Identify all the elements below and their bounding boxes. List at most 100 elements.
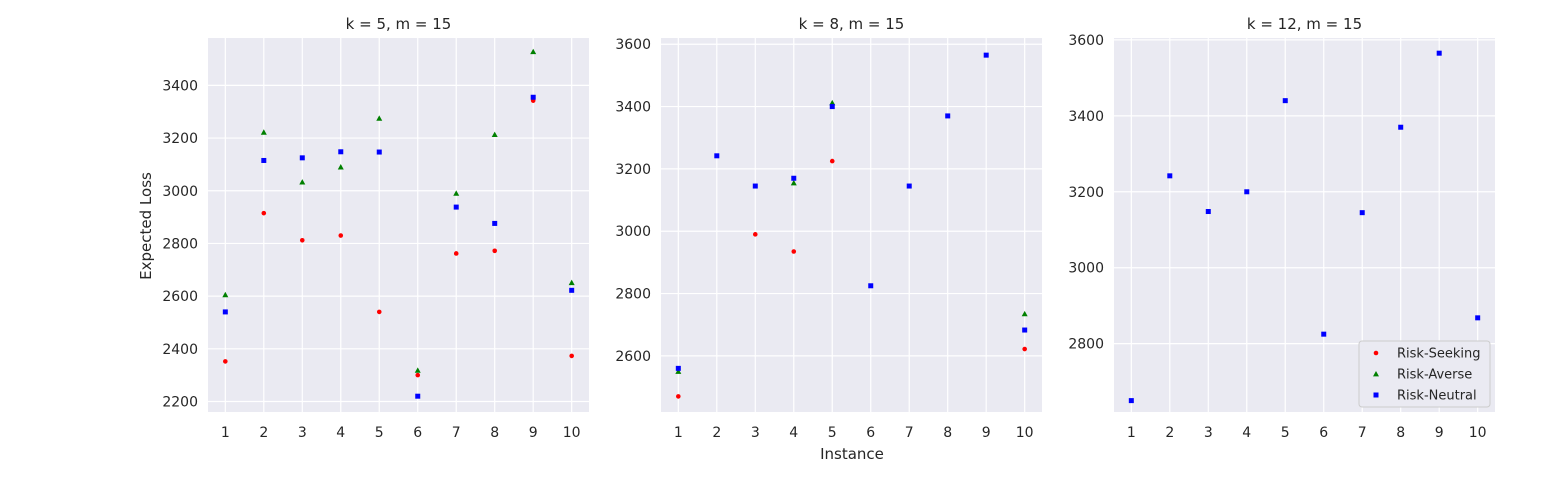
x-tick-label: 3 [298, 425, 307, 441]
legend-marker [1373, 371, 1379, 377]
data-point [415, 393, 421, 399]
data-point [752, 183, 758, 189]
data-point [1167, 173, 1173, 179]
data-point [829, 104, 835, 110]
legend-label: Risk-Averse [1397, 368, 1472, 383]
data-point [829, 99, 836, 106]
data-point [791, 175, 797, 181]
data-point [752, 232, 758, 237]
y-tick-label: 3400 [615, 100, 651, 116]
data-point [1022, 327, 1028, 333]
x-tick-label: 2 [259, 425, 268, 441]
y-tick-label: 2400 [162, 342, 198, 358]
series-risk-neutral [1128, 50, 1481, 404]
data-point [338, 149, 344, 155]
data-point [530, 94, 536, 100]
x-tick-label: 7 [905, 425, 914, 441]
data-point [983, 52, 989, 58]
data-point [453, 190, 460, 196]
data-point [1321, 331, 1327, 337]
data-point [376, 149, 382, 155]
subplot-title: k = 8, m = 15 [799, 15, 905, 33]
y-tick-label: 2800 [615, 287, 651, 303]
data-point [1359, 210, 1365, 216]
x-axis-label: Instance [820, 445, 884, 463]
data-point [337, 164, 344, 170]
y-tick-label: 2200 [162, 394, 198, 410]
x-tick-label: 1 [674, 425, 683, 441]
series-risk-neutral [675, 52, 1028, 371]
data-point [492, 248, 498, 254]
y-tick-label: 3400 [1068, 109, 1104, 125]
y-tick-label: 2600 [615, 349, 651, 365]
series-risk-averse [675, 99, 1028, 374]
data-point [299, 155, 305, 161]
data-point [675, 365, 681, 371]
data-point [569, 353, 574, 359]
x-tick-label: 8 [943, 425, 952, 441]
plot-area [208, 38, 589, 412]
legend-marker [1373, 392, 1379, 398]
data-point [906, 183, 912, 189]
y-tick-label: 3200 [615, 162, 651, 178]
x-tick-label: 1 [1127, 425, 1136, 441]
data-point [453, 204, 459, 210]
data-point [222, 309, 228, 315]
data-point [675, 368, 682, 374]
x-tick-label: 10 [1469, 425, 1487, 441]
x-tick-label: 5 [828, 425, 837, 441]
x-tick-label: 7 [1358, 425, 1367, 441]
y-tick-label: 3000 [615, 224, 651, 240]
y-tick-label: 3600 [615, 37, 651, 53]
series-risk-neutral [222, 94, 575, 399]
data-point [1022, 346, 1027, 352]
data-point [299, 179, 306, 185]
data-point [791, 249, 797, 254]
x-tick-label: 7 [452, 425, 461, 441]
x-tick-label: 1 [221, 425, 230, 441]
x-tick-label: 5 [375, 425, 384, 441]
x-tick-label: 6 [1319, 425, 1328, 441]
legend-marker [1373, 350, 1379, 356]
data-point [260, 129, 267, 135]
data-point [1205, 209, 1211, 215]
legend: Risk-Seeking Risk-Averse Risk-Neutral [1358, 340, 1491, 408]
y-tick-label: 3400 [162, 78, 198, 94]
data-point [1282, 98, 1288, 104]
data-point [453, 251, 459, 256]
x-tick-label: 10 [563, 425, 581, 441]
x-tick-label: 8 [1396, 425, 1405, 441]
data-point [868, 283, 874, 289]
y-tick-label: 2600 [162, 289, 198, 305]
data-point [569, 287, 575, 293]
subplot-k8: 1 2 3 4 5 6 7 8 9 10 2600 2800 3000 3200 3400 3600 k = 8… [615, 15, 1042, 441]
y-tick-label: 3000 [1068, 261, 1104, 277]
data-point [299, 237, 305, 243]
x-tick-label: 9 [1435, 425, 1444, 441]
y-tick-label: 3200 [162, 131, 198, 147]
x-tick-label: 4 [789, 425, 798, 441]
subplot-k5: 1 2 3 4 5 6 7 8 9 10 2200 2400 2600 2800 3000 3200 3400 k… [162, 15, 589, 441]
data-point [1244, 189, 1250, 195]
legend-label: Risk-Neutral [1397, 389, 1477, 404]
data-point [261, 157, 267, 163]
data-point [415, 372, 421, 378]
legend-label: Risk-Seeking [1397, 347, 1481, 362]
data-point [491, 131, 498, 138]
subplot-title: k = 12, m = 15 [1247, 15, 1362, 33]
x-tick-label: 4 [336, 425, 345, 441]
subplot-k12: 1 2 3 4 5 6 7 8 9 10 2800 3000 3200 3400 3600 k = 12, m… [1068, 15, 1495, 441]
x-tick-label: 9 [982, 425, 991, 441]
data-point [676, 394, 681, 399]
data-point [714, 153, 720, 159]
x-tick-label: 2 [1165, 425, 1174, 441]
y-tick-label: 3200 [1068, 185, 1104, 201]
series-risk-seeking [676, 158, 1027, 399]
series-risk-seeking [223, 98, 574, 378]
x-tick-label: 6 [866, 425, 875, 441]
y-tick-label: 2800 [1068, 337, 1104, 353]
data-point [222, 291, 229, 298]
data-point [414, 367, 421, 373]
data-point [376, 309, 382, 315]
data-point [223, 359, 228, 364]
